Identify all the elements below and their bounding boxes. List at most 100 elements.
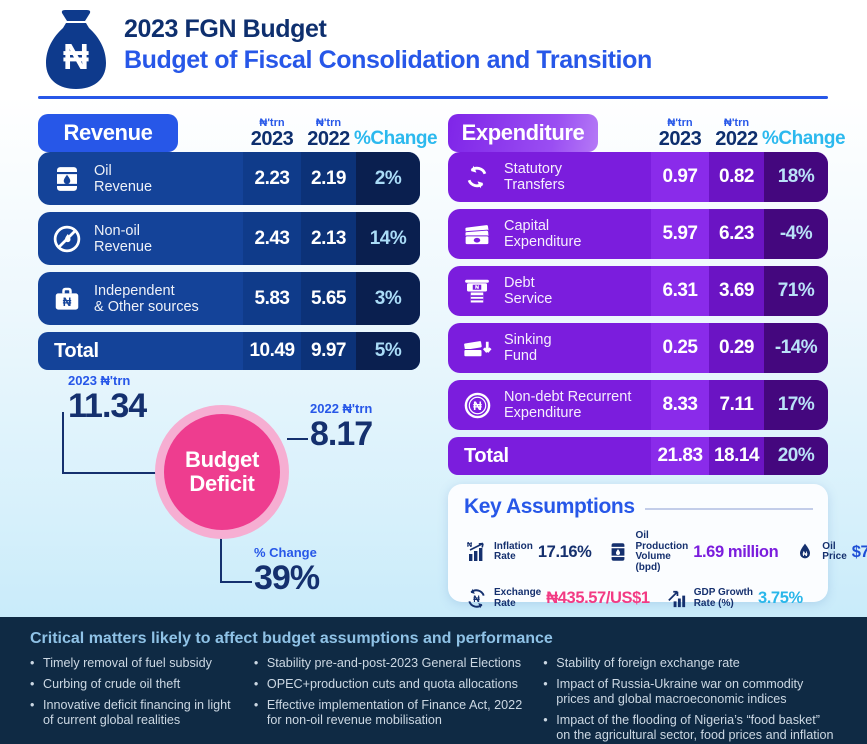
year-label: 2022 bbox=[715, 128, 758, 150]
expenditure-title-tab: Expenditure bbox=[448, 114, 598, 152]
title-line1: 2023 FGN Budget bbox=[124, 15, 327, 43]
footer-heading: Critical matters likely to affect budget… bbox=[30, 630, 553, 647]
oil-barrel-icon bbox=[51, 163, 83, 195]
assumption-label-line2: Rate bbox=[494, 597, 516, 609]
row-label-line2: Transfers bbox=[504, 177, 565, 193]
footer-bullet: OPEC+production cuts and quota allocatio… bbox=[254, 677, 523, 692]
col-header-2022: ₦'trn 2022 bbox=[709, 117, 764, 150]
row-label-line2: Revenue bbox=[94, 238, 153, 255]
row-label-line1: Non-oil bbox=[94, 222, 140, 239]
footer-column-2: Stability pre-and-post-2023 General Elec… bbox=[254, 656, 523, 744]
assumption-label-line2: Price bbox=[822, 551, 847, 562]
connector-line bbox=[62, 472, 156, 474]
revenue-table-header: Revenue ₦'trn 2023 ₦'trn 2022 %Change bbox=[38, 108, 438, 152]
footer-bullet: Stability of foreign exchange rate bbox=[543, 656, 837, 671]
footer-bullet: Stability pre-and-post-2023 General Elec… bbox=[254, 656, 523, 671]
value-2022: 6.23 bbox=[709, 209, 764, 259]
value-change: 2% bbox=[356, 152, 420, 205]
col-header-change: %Change bbox=[762, 128, 846, 149]
footer-bullet: Timely removal of fuel subsidy bbox=[30, 656, 234, 671]
svg-text:₦: ₦ bbox=[467, 542, 472, 549]
svg-text:₦: ₦ bbox=[473, 594, 480, 604]
row-label-line1: Oil bbox=[94, 162, 112, 179]
value-2023: 0.25 bbox=[651, 323, 709, 373]
deficit-label-line2: Deficit bbox=[189, 471, 255, 496]
value-2022: 0.82 bbox=[709, 152, 764, 202]
row-label: Independent & Other sources bbox=[94, 283, 199, 315]
assumption-label-line1: Oil Production bbox=[635, 530, 689, 552]
revenue-total-row: Total 10.49 9.97 5% bbox=[38, 332, 420, 370]
deficit-change-label: % Change 39% bbox=[254, 545, 320, 597]
title-line2: Budget of Fiscal Consolidation and Trans… bbox=[124, 46, 652, 74]
money-bag-icon: ₦ bbox=[44, 9, 108, 91]
value-change: 5% bbox=[356, 332, 420, 370]
assumption-exchange-rate: ₦ Exchange Rate ₦435.57/US$1 bbox=[464, 586, 650, 611]
assumption-value: ₦435.57/US$1 bbox=[546, 589, 650, 607]
expenditure-row-capital: Capital Expenditure 5.97 6.23 -4% bbox=[448, 209, 828, 259]
value-2022: 2.19 bbox=[301, 152, 356, 205]
row-label-line1: Statutory bbox=[504, 161, 563, 177]
row-label: Statutory Transfers bbox=[504, 161, 565, 193]
assumption-label-line2: Rate bbox=[494, 551, 516, 562]
value-2023: 5.97 bbox=[651, 209, 709, 259]
assumption-label-line1: Exchange bbox=[494, 587, 542, 598]
value-2023: 21.83 bbox=[651, 437, 709, 475]
footer-bullet: Effective implementation of Finance Act,… bbox=[254, 698, 523, 728]
value-2022: 0.29 bbox=[709, 323, 764, 373]
footer-bullet: Impact of Russia-Ukraine war on commodit… bbox=[543, 677, 837, 707]
row-label-line2: Expenditure bbox=[504, 405, 582, 421]
svg-text:₦: ₦ bbox=[473, 399, 482, 413]
col-header-2022: ₦'trn 2022 bbox=[301, 117, 356, 150]
footer-bullet: Curbing of crude oil theft bbox=[30, 677, 234, 692]
row-label: Non-debt Recurrent Expenditure bbox=[504, 389, 631, 421]
cash-stack-icon bbox=[461, 218, 493, 250]
revenue-row-independent: ₦ Independent & Other sources 5.83 5.65 … bbox=[38, 272, 420, 325]
svg-text:₦: ₦ bbox=[475, 285, 479, 291]
assumption-label-line1: GDP Growth bbox=[693, 587, 753, 598]
naira-coin-icon: ₦ bbox=[461, 389, 493, 421]
row-label-line1: Capital bbox=[504, 218, 550, 234]
footer-column-3: Stability of foreign exchange rate Impac… bbox=[543, 656, 837, 744]
assumption-label: Oil Price bbox=[822, 541, 847, 563]
assumption-inflation-rate: ₦ Inflation Rate 17.16% bbox=[464, 540, 592, 565]
row-label-line1: Debt bbox=[504, 275, 535, 291]
total-label: Total bbox=[464, 444, 509, 467]
expenditure-row-sinking: Sinking Fund 0.25 0.29 -14% bbox=[448, 323, 828, 373]
row-label-line1: Sinking bbox=[504, 332, 552, 348]
footer-bullet: Innovative deficit financing in light of… bbox=[30, 698, 234, 728]
row-label-line2: Service bbox=[504, 291, 553, 307]
deficit-2023-value: 11.34 bbox=[68, 387, 147, 425]
deficit-2022-label: 2022 ₦'trn 8.17 bbox=[310, 401, 373, 453]
assumption-label: Inflation Rate bbox=[494, 541, 533, 563]
assumption-value: $75 pb bbox=[851, 542, 867, 561]
row-label: Sinking Fund bbox=[504, 332, 552, 364]
revenue-table: Revenue ₦'trn 2023 ₦'trn 2022 %Change bbox=[38, 108, 438, 370]
year-label: 2023 bbox=[658, 128, 702, 150]
unit-label: ₦'trn bbox=[315, 117, 342, 129]
expenditure-total-row: Total 21.83 18.14 20% bbox=[448, 437, 828, 475]
deficit-2022-caption: 2022 ₦'trn bbox=[310, 401, 373, 416]
value-2022: 5.65 bbox=[301, 272, 356, 325]
value-2023: 2.43 bbox=[243, 212, 301, 265]
assumption-value: 1.69 million bbox=[693, 542, 779, 561]
revenue-row-nonoil: Non-oil Revenue 2.43 2.13 14% bbox=[38, 212, 420, 265]
expenditure-row-debt: ₦ Debt Service 6.31 3.69 71% bbox=[448, 266, 828, 316]
value-2023: 8.33 bbox=[651, 380, 709, 430]
deficit-change-caption: % Change bbox=[254, 545, 317, 560]
title-rule bbox=[644, 508, 813, 510]
budget-deficit-diagram: Budget Deficit 2023 ₦'trn 11.34 2022 ₦'t… bbox=[38, 372, 420, 616]
value-change: 18% bbox=[764, 152, 828, 202]
value-change: 71% bbox=[764, 266, 828, 316]
row-label: Oil Revenue bbox=[94, 163, 152, 195]
year-label: 2022 bbox=[307, 128, 350, 150]
assumption-gdp-growth: GDP Growth Rate (%) 3.75% bbox=[664, 586, 803, 611]
connector-line bbox=[287, 438, 308, 440]
assumption-value: 3.75% bbox=[757, 589, 803, 607]
value-change: 17% bbox=[764, 380, 828, 430]
value-2022: 9.97 bbox=[301, 332, 356, 370]
expenditure-row-statutory: Statutory Transfers 0.97 0.82 18% bbox=[448, 152, 828, 202]
connector-line bbox=[62, 412, 64, 474]
budget-deficit-circle: Budget Deficit bbox=[155, 405, 289, 539]
row-label: Non-oil Revenue bbox=[94, 223, 152, 255]
